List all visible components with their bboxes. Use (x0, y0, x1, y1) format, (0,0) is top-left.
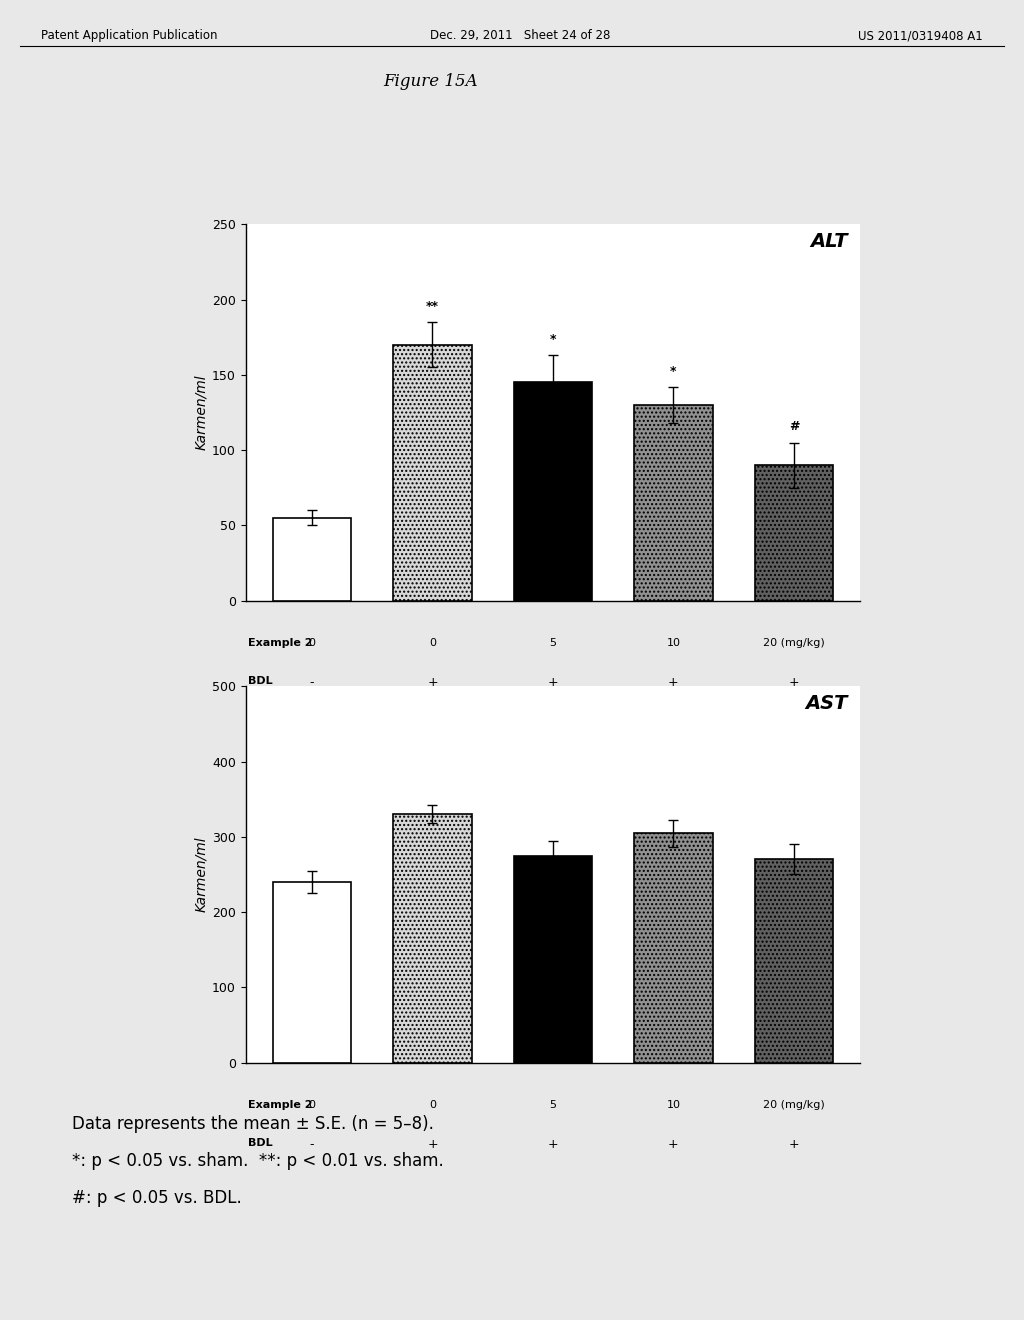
Text: +: + (668, 676, 679, 689)
Text: 0: 0 (308, 1101, 315, 1110)
Text: **: ** (426, 300, 439, 313)
Text: BDL: BDL (248, 676, 272, 686)
Text: #: p < 0.05 vs. BDL.: #: p < 0.05 vs. BDL. (72, 1189, 242, 1208)
Bar (272, 882, 351, 1063)
Text: +: + (548, 1138, 558, 1151)
Text: 20 (mg/kg): 20 (mg/kg) (763, 1101, 824, 1110)
Text: 0: 0 (308, 638, 315, 648)
Text: *: * (550, 333, 556, 346)
Text: *: p < 0.05 vs. sham.  **: p < 0.01 vs. sham.: *: p < 0.05 vs. sham. **: p < 0.01 vs. s… (72, 1152, 443, 1171)
Bar (634, 405, 713, 601)
Text: Example 2: Example 2 (248, 1101, 312, 1110)
Text: Patent Application Publication: Patent Application Publication (41, 29, 217, 42)
Text: -: - (310, 1138, 314, 1151)
Y-axis label: Karmen/ml: Karmen/ml (194, 375, 208, 450)
Bar (755, 859, 834, 1063)
Text: 5: 5 (550, 1101, 556, 1110)
Bar (634, 833, 713, 1063)
Text: Data represents the mean ± S.E. (n = 5–8).: Data represents the mean ± S.E. (n = 5–8… (72, 1115, 433, 1134)
Text: 10: 10 (667, 638, 680, 648)
Text: 0: 0 (429, 1101, 436, 1110)
Text: Example 2: Example 2 (248, 638, 312, 648)
Text: Figure 15A: Figure 15A (383, 73, 477, 90)
Text: -: - (310, 676, 314, 689)
Text: *: * (670, 364, 677, 378)
Bar (393, 814, 472, 1063)
Text: US 2011/0319408 A1: US 2011/0319408 A1 (858, 29, 983, 42)
Text: 0: 0 (429, 638, 436, 648)
Text: Dec. 29, 2011   Sheet 24 of 28: Dec. 29, 2011 Sheet 24 of 28 (430, 29, 610, 42)
Bar (393, 345, 472, 601)
Text: +: + (427, 1138, 438, 1151)
Text: +: + (788, 676, 799, 689)
Text: 20 (mg/kg): 20 (mg/kg) (763, 638, 824, 648)
Text: ALT: ALT (810, 232, 848, 251)
Text: AST: AST (806, 694, 848, 713)
Text: +: + (668, 1138, 679, 1151)
Text: #: # (788, 420, 799, 433)
Bar (755, 465, 834, 601)
Text: BDL: BDL (248, 1138, 272, 1148)
Text: 5: 5 (550, 638, 556, 648)
Text: +: + (427, 676, 438, 689)
Bar (514, 855, 592, 1063)
Text: 10: 10 (667, 1101, 680, 1110)
Bar (514, 383, 592, 601)
Bar (272, 517, 351, 601)
Y-axis label: Karmen/ml: Karmen/ml (194, 837, 208, 912)
Text: +: + (548, 676, 558, 689)
Text: +: + (788, 1138, 799, 1151)
